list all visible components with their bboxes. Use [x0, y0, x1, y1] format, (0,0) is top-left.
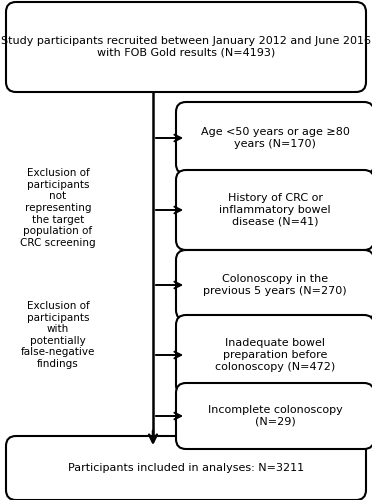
FancyBboxPatch shape: [176, 383, 372, 449]
FancyBboxPatch shape: [176, 102, 372, 174]
FancyBboxPatch shape: [176, 315, 372, 395]
Text: Exclusion of
participants
not
representing
the target
population of
CRC screenin: Exclusion of participants not representi…: [20, 168, 96, 248]
Text: Incomplete colonoscopy
(N=29): Incomplete colonoscopy (N=29): [208, 405, 342, 427]
Text: Exclusion of
participants
with
potentially
false-negative
findings: Exclusion of participants with potential…: [21, 301, 95, 369]
Text: Colonoscopy in the
previous 5 years (N=270): Colonoscopy in the previous 5 years (N=2…: [203, 274, 347, 296]
FancyBboxPatch shape: [6, 2, 366, 92]
Text: Age <50 years or age ≥80
years (N=170): Age <50 years or age ≥80 years (N=170): [201, 127, 349, 149]
Text: Study participants recruited between January 2012 and June 2016
with FOB Gold re: Study participants recruited between Jan…: [1, 36, 371, 58]
FancyBboxPatch shape: [176, 170, 372, 250]
Text: History of CRC or
inflammatory bowel
disease (N=41): History of CRC or inflammatory bowel dis…: [219, 194, 331, 226]
Text: Participants included in analyses: N=3211: Participants included in analyses: N=321…: [68, 463, 304, 473]
FancyBboxPatch shape: [176, 250, 372, 320]
FancyBboxPatch shape: [6, 436, 366, 500]
Text: Inadequate bowel
preparation before
colonoscopy (N=472): Inadequate bowel preparation before colo…: [215, 338, 335, 372]
